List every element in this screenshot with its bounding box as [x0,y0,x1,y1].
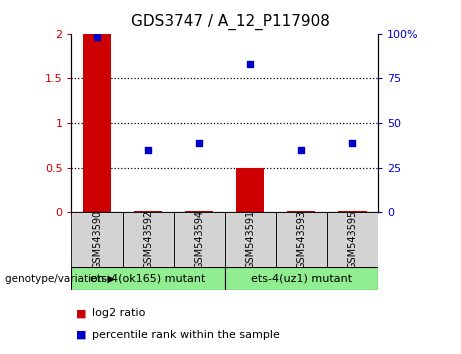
Bar [225,212,276,267]
Point [349,140,356,145]
Bar [287,211,315,212]
Text: GSM543592: GSM543592 [143,210,153,269]
Bar [71,267,225,290]
Text: ■: ■ [76,308,87,318]
Text: GSM543594: GSM543594 [194,210,204,269]
Bar [276,212,327,267]
Text: log2 ratio: log2 ratio [92,308,146,318]
Text: genotype/variation ▶: genotype/variation ▶ [5,274,115,284]
Text: ets-4(uz1) mutant: ets-4(uz1) mutant [251,274,352,284]
Text: GDS3747 / A_12_P117908: GDS3747 / A_12_P117908 [131,14,330,30]
Bar [71,212,123,267]
Bar [338,211,366,212]
Bar [225,267,378,290]
Text: GSM543593: GSM543593 [296,210,307,269]
Text: GSM543595: GSM543595 [348,210,357,269]
Point [195,140,203,145]
Text: GSM543591: GSM543591 [245,210,255,269]
Point [298,147,305,153]
Text: percentile rank within the sample: percentile rank within the sample [92,330,280,339]
Point [144,147,152,153]
Bar [174,212,225,267]
Bar [185,211,213,212]
Text: ■: ■ [76,330,87,339]
Point [93,34,100,40]
Bar [327,212,378,267]
Bar [236,168,264,212]
Bar [83,34,111,212]
Bar [134,211,162,212]
Point [247,61,254,67]
Text: ets-4(ok165) mutant: ets-4(ok165) mutant [90,274,206,284]
Text: GSM543590: GSM543590 [92,210,102,269]
Bar [123,212,174,267]
